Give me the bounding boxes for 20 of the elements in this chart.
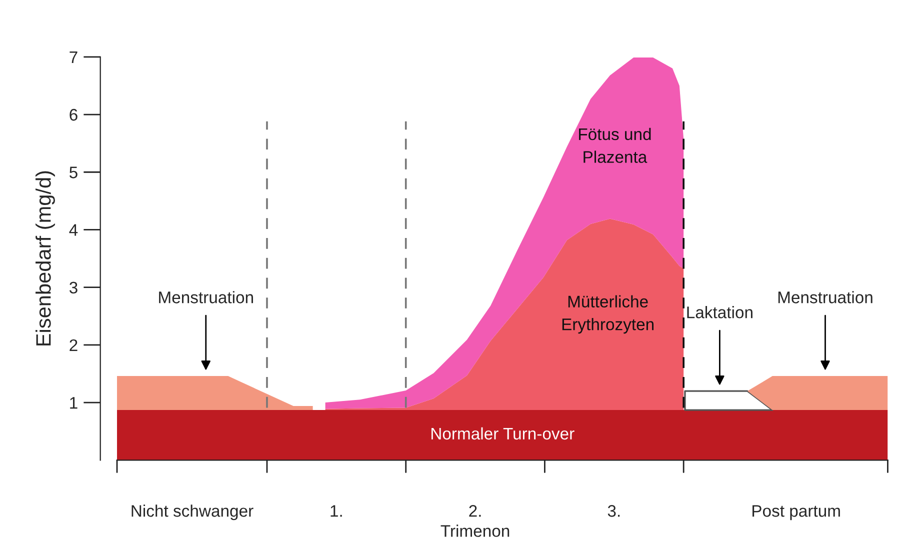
series-label: Normaler Turn-over [432, 427, 574, 440]
series-label: Mütterliche Erythrozyten [562, 295, 654, 334]
y-tick-label: 7 [70, 51, 78, 63]
series-label: Fötus und Plazenta [579, 128, 651, 163]
x-tick-label: 2. [469, 505, 481, 517]
y-tick-label: 1 [70, 397, 78, 409]
annotation: Menstruation [159, 291, 253, 304]
annotation: Laktation [687, 306, 752, 318]
x-axis-title: Trimenon [440, 524, 510, 537]
y-tick-label: 5 [70, 166, 78, 178]
y-tick-label: 2 [70, 339, 78, 351]
x-tick-label: Nicht schwanger [132, 504, 254, 520]
annotation: Menstruation [778, 291, 872, 304]
x-tick-label: 1. [330, 505, 342, 517]
x-tick-label: Post partum [752, 505, 840, 520]
y-tick-label: 4 [69, 224, 78, 236]
y-axis-title: Eisenbedarf (mg/d) [36, 171, 55, 346]
y-tick-label: 6 [70, 108, 78, 121]
y-tick-label: 3 [69, 282, 78, 294]
x-tick-label: 3. [608, 505, 620, 517]
